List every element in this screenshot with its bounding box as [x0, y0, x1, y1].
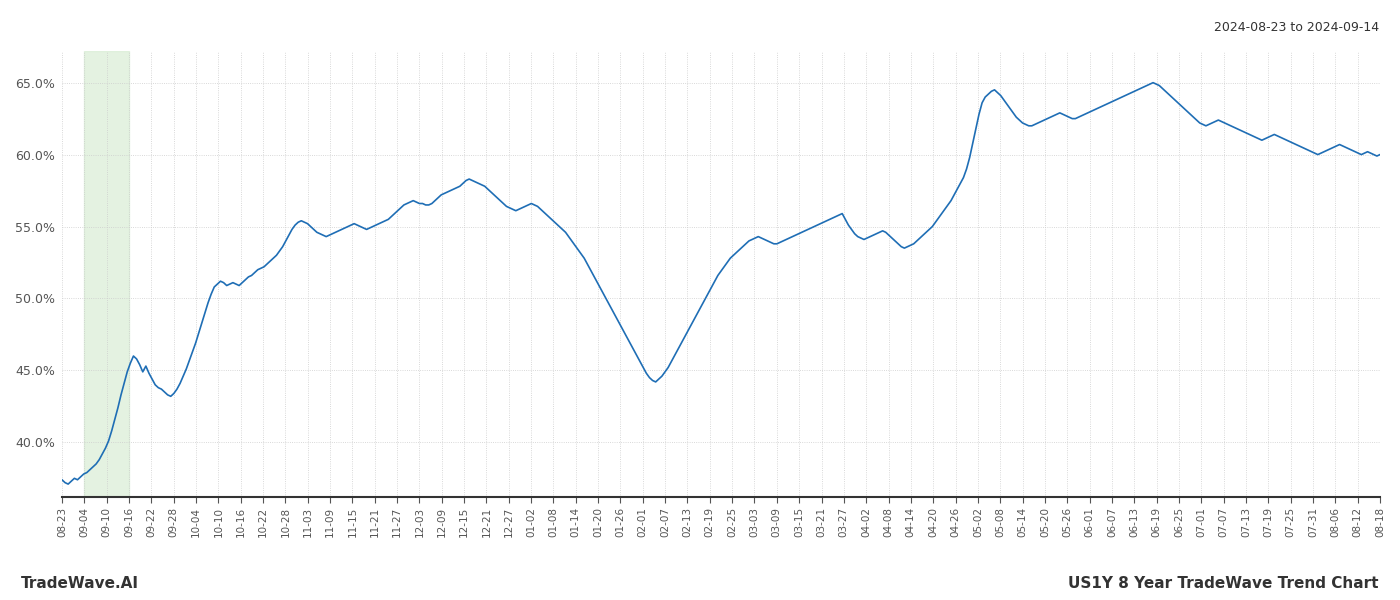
Text: 2024-08-23 to 2024-09-14: 2024-08-23 to 2024-09-14: [1214, 21, 1379, 34]
Bar: [84, 51, 129, 497]
Text: TradeWave.AI: TradeWave.AI: [21, 576, 139, 591]
Text: US1Y 8 Year TradeWave Trend Chart: US1Y 8 Year TradeWave Trend Chart: [1068, 576, 1379, 591]
